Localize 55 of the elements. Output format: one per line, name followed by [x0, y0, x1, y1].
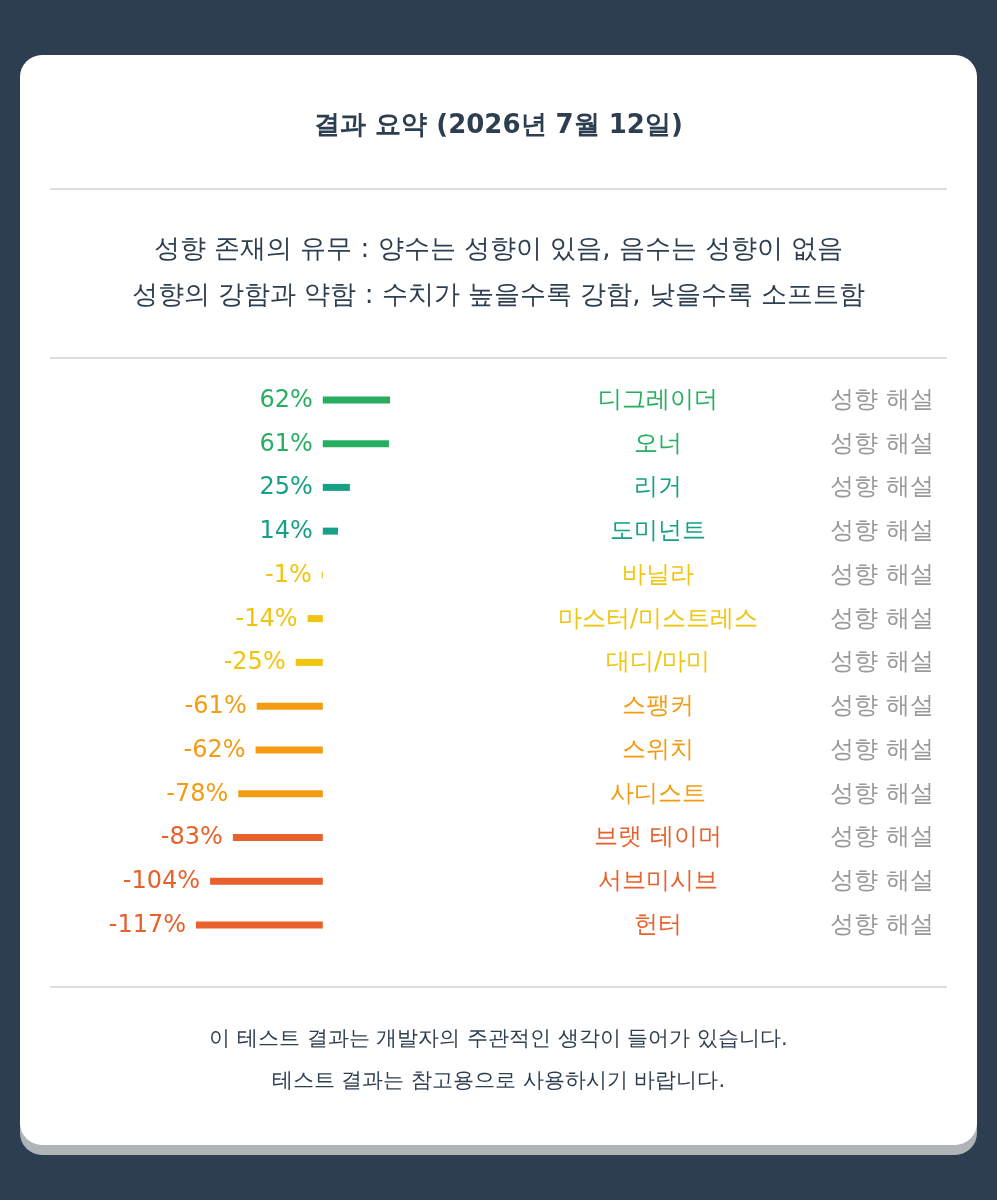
text: 테스트 결과는 참고용으로 사용하시기 바랍니다. [270, 1067, 727, 1094]
text: 성향 해설 [830, 822, 934, 851]
bar [210, 877, 323, 885]
data-label: 14% [259, 516, 313, 545]
data-label: -1% [264, 559, 312, 588]
y-tick-label: 오너 [634, 428, 682, 457]
data-label: -83% [160, 822, 223, 851]
bar [196, 921, 323, 929]
data-label: 62% [259, 384, 313, 413]
bar [238, 790, 323, 798]
y-tick-label: 스위치 [622, 734, 694, 763]
y-tick-label: 리거 [634, 472, 682, 501]
data-label: 25% [259, 472, 313, 501]
text: 성향 해설 [830, 647, 934, 676]
bar [322, 483, 350, 491]
bar [232, 833, 323, 841]
text: 성향 해설 [830, 428, 934, 457]
text: 성향 존재의 유무 : 양수는 성향이 있음, 음수는 성향이 없음 성향의 강함과 약함 : 수치가 높을수록 강함, 낮을수록 소프트함 [130, 232, 867, 311]
y-tick-label: 헌터 [634, 909, 682, 938]
text: 성향 해설 [830, 516, 934, 545]
data-label: -78% [166, 778, 229, 807]
text: 성향 해설 [830, 866, 934, 895]
bar [307, 615, 323, 623]
data-label: -104% [122, 866, 201, 895]
y-tick-label: 사디스트 [610, 778, 706, 807]
text: 성향 해설 [830, 603, 934, 632]
bar [256, 702, 323, 710]
text: 성향 해설 [830, 691, 934, 720]
y-tick-label: 바닐라 [622, 559, 694, 588]
text: 성향 해설 [830, 778, 934, 807]
y-tick-label: 대디/마미 [605, 647, 711, 676]
data-label: -117% [108, 909, 186, 938]
bar [322, 527, 338, 535]
text: 성향 해설 [830, 909, 934, 938]
y-tick-label: 도미넌트 [610, 516, 706, 545]
bar [255, 746, 323, 754]
y-tick-label: 스팽커 [622, 691, 694, 720]
bar [295, 658, 323, 666]
bar [322, 440, 389, 448]
data-label: -25% [223, 647, 286, 676]
text: 성향 해설 [830, 384, 934, 413]
text: 성향 해설 [830, 734, 934, 763]
text: 성향 해설 [830, 559, 934, 588]
bar [322, 396, 390, 404]
data-label: -61% [184, 691, 247, 720]
data-label: -62% [183, 734, 246, 763]
text: 성향 해설 [830, 472, 934, 501]
text: 결과 요약 (2026년 7월 12일) [313, 108, 684, 141]
data-label: 61% [259, 428, 313, 457]
y-tick-label: 서브미시브 [598, 866, 718, 895]
y-tick-label: 마스터/미스트레스 [557, 603, 759, 632]
y-tick-label: 브랫 테이머 [594, 822, 722, 851]
text: 이 테스트 결과는 개발자의 주관적인 생각이 들어가 있습니다. [208, 1025, 789, 1052]
y-tick-label: 디그레이더 [598, 384, 718, 413]
data-label: -14% [235, 603, 298, 632]
